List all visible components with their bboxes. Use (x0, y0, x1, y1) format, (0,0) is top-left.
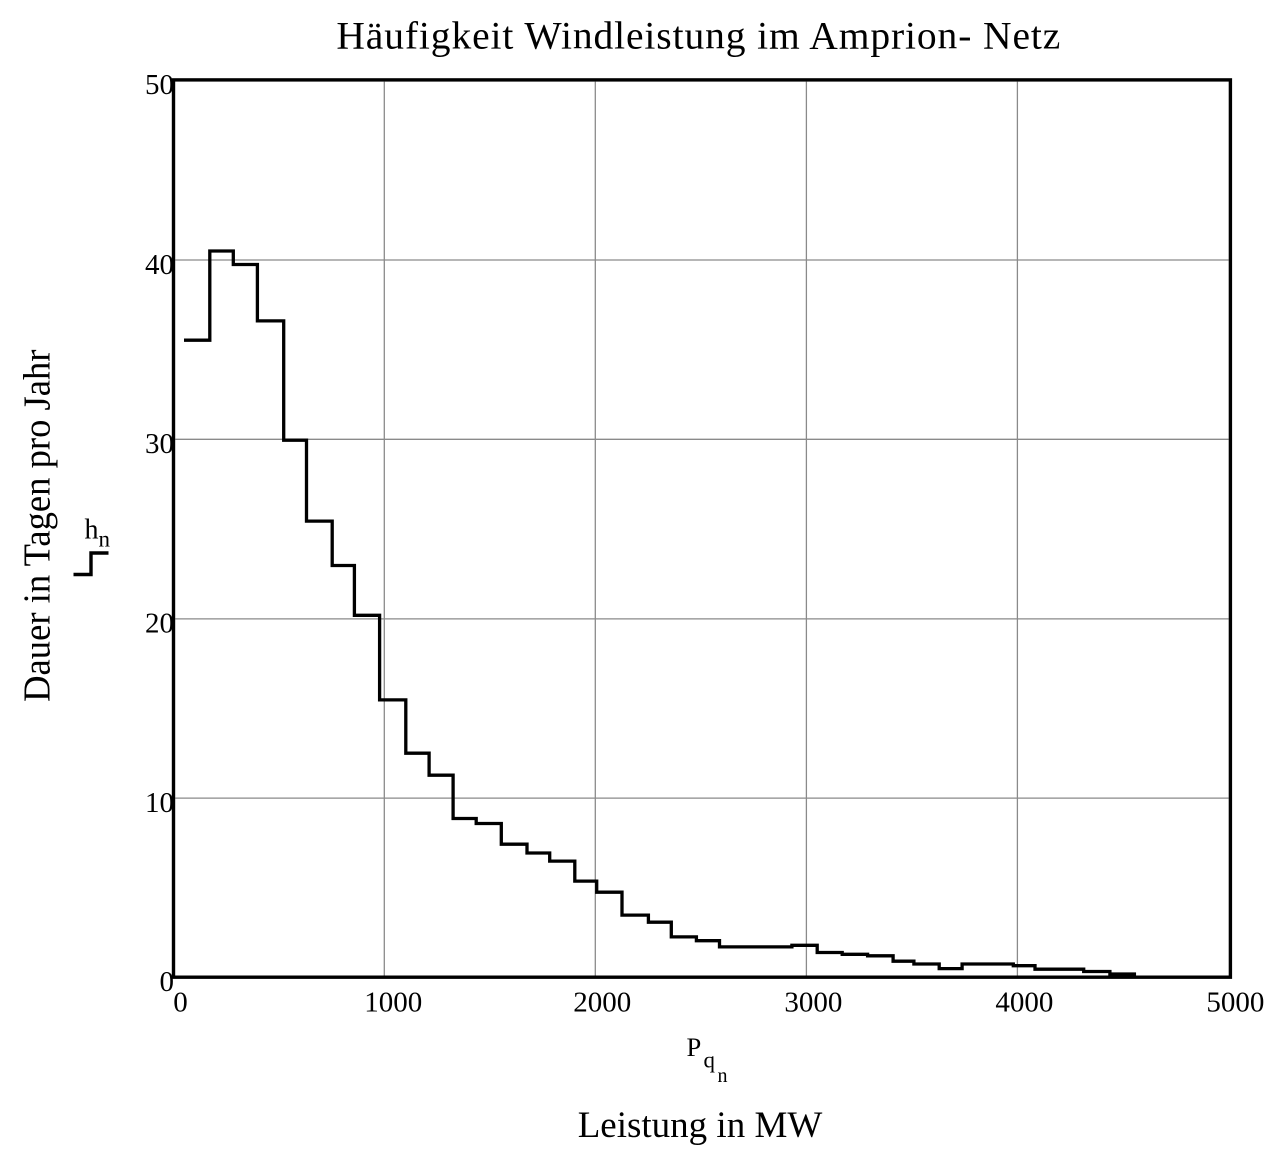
svg-text:n: n (99, 527, 111, 552)
svg-text:P: P (687, 1032, 702, 1062)
svg-text:1000: 1000 (364, 987, 422, 1019)
svg-text:Häufigkeit Windleistung im Amp: Häufigkeit Windleistung im Amprion- Netz (336, 13, 1061, 57)
svg-text:20: 20 (145, 608, 174, 640)
svg-text:10: 10 (145, 787, 174, 819)
svg-text:Leistung in MW: Leistung in MW (578, 1105, 823, 1146)
svg-text:h: h (85, 514, 99, 545)
svg-text:n: n (718, 1065, 728, 1087)
svg-text:0: 0 (173, 987, 188, 1019)
svg-text:50: 50 (145, 69, 174, 101)
svg-text:30: 30 (145, 428, 174, 460)
svg-text:4000: 4000 (995, 987, 1053, 1019)
svg-text:q: q (704, 1048, 716, 1073)
svg-text:Dauer in Tagen pro Jahr: Dauer in Tagen pro Jahr (17, 349, 59, 702)
svg-text:2000: 2000 (573, 987, 631, 1019)
svg-text:3000: 3000 (784, 987, 842, 1019)
svg-text:40: 40 (145, 249, 174, 281)
svg-text:0: 0 (160, 966, 175, 998)
svg-text:5000: 5000 (1206, 987, 1264, 1019)
